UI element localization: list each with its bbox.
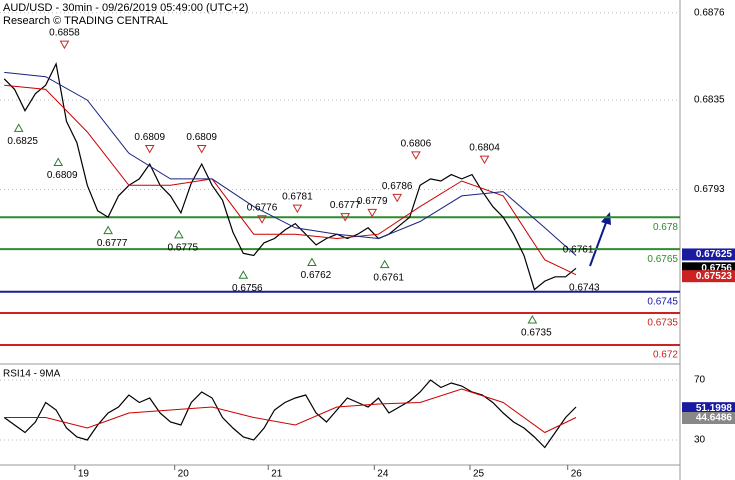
trough-label: 0.6735 xyxy=(521,328,552,339)
series-line xyxy=(4,388,577,434)
peak-label: 0.6804 xyxy=(469,143,500,154)
level-label: 0.6765 xyxy=(647,254,678,265)
price-tag-label: 0.67523 xyxy=(696,271,733,282)
peak-marker xyxy=(292,204,303,214)
peak-label: 0.6809 xyxy=(186,132,217,143)
trough-label: 0.6825 xyxy=(7,136,38,147)
price-tag-label: 0.6756 xyxy=(701,263,732,274)
peak-marker xyxy=(392,193,403,203)
trough-label: 0.6809 xyxy=(47,170,78,181)
chart-title: AUD/USD - 30min - 09/26/2019 05:49:00 (U… xyxy=(3,2,248,14)
price-tag xyxy=(682,412,735,425)
peak-marker xyxy=(411,151,421,160)
peak-label: 0.6809 xyxy=(134,132,165,143)
price-tag-label: 0.67625 xyxy=(696,249,733,260)
x-tick-label: 25 xyxy=(473,469,485,480)
trough-marker xyxy=(238,270,249,279)
y-tick-label: 0.6835 xyxy=(694,95,725,106)
chart-subtitle: Research © TRADING CENTRAL xyxy=(3,15,168,27)
peak-label: 0.6779 xyxy=(357,196,388,207)
level-label: 0.672 xyxy=(653,350,678,361)
y-tick-label: 70 xyxy=(694,375,706,386)
trough-marker xyxy=(173,229,184,239)
price-tag xyxy=(682,402,735,415)
trough-marker xyxy=(53,157,64,166)
x-tick-label: 26 xyxy=(571,469,583,480)
level-label: 0.678 xyxy=(653,222,678,233)
trough-marker xyxy=(13,123,24,132)
rsi-title: RSI14 - 9MA xyxy=(3,369,61,380)
peak-marker xyxy=(479,155,490,165)
peak-marker xyxy=(59,40,70,50)
trough-label: 0.6775 xyxy=(168,242,199,253)
peak-marker xyxy=(196,144,207,154)
y-tick-label: 30 xyxy=(694,435,706,446)
peak-marker xyxy=(144,144,155,154)
trough-label: 0.6761 xyxy=(373,272,404,283)
peak-label: 0.6776 xyxy=(247,202,278,213)
y-tick-label: 0.6793 xyxy=(694,184,725,195)
price-tag-label: 44.6486 xyxy=(696,413,733,424)
trough-marker xyxy=(103,225,113,235)
forecast-arrow-head xyxy=(601,212,611,225)
price-label: 0.6743 xyxy=(569,283,600,294)
trough-label: 0.6777 xyxy=(97,238,128,249)
y-tick-label: 0.6876 xyxy=(694,7,725,18)
trough-marker xyxy=(527,315,538,324)
x-tick-label: 24 xyxy=(377,469,389,480)
series-line xyxy=(3,61,577,291)
series-line xyxy=(4,84,577,276)
price-label: 0.6761 xyxy=(563,244,594,255)
peak-marker xyxy=(340,213,351,222)
x-tick-label: 20 xyxy=(178,469,190,480)
price-tag-label: 51.1998 xyxy=(696,403,733,414)
trough-label: 0.6756 xyxy=(232,283,263,294)
level-label: 0.6745 xyxy=(647,296,678,307)
trough-marker xyxy=(307,257,317,267)
price-tag xyxy=(682,270,735,283)
peak-label: 0.6786 xyxy=(382,181,413,192)
level-label: 0.6735 xyxy=(647,318,678,329)
peak-label: 0.6806 xyxy=(401,138,432,149)
price-tag xyxy=(682,248,735,261)
peak-marker xyxy=(367,208,378,218)
peak-label: 0.6858 xyxy=(49,28,80,39)
series-line xyxy=(3,379,577,449)
trough-label: 0.6762 xyxy=(301,270,332,281)
forecast-arrow xyxy=(589,219,608,267)
trough-marker xyxy=(379,259,390,269)
peak-label: 0.6777 xyxy=(330,200,361,211)
x-tick-label: 21 xyxy=(271,469,283,480)
peak-label: 0.6781 xyxy=(282,192,313,203)
x-tick-label: 19 xyxy=(78,469,90,480)
series-line xyxy=(4,71,577,256)
peak-marker xyxy=(257,215,267,224)
